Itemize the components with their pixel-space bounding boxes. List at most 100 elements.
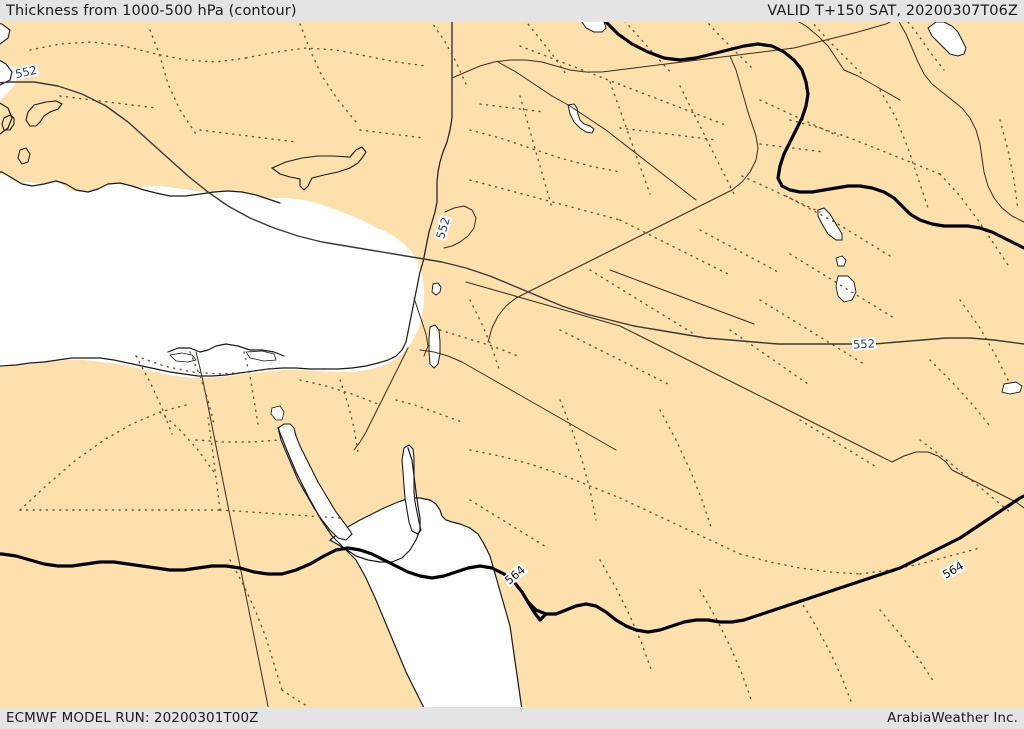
aegean-coast — [0, 59, 13, 135]
border-syria-iraq — [487, 55, 759, 343]
contour-552-path — [0, 81, 1024, 345]
admin-egypt-10 — [229, 559, 283, 691]
admin-iraq-5 — [799, 419, 879, 469]
admin-saudi-3 — [659, 409, 713, 531]
crete-island — [25, 100, 63, 127]
admin-iran-2 — [879, 89, 929, 209]
lake-assad — [567, 103, 595, 134]
lake-van — [927, 21, 967, 57]
cyprus-island — [270, 146, 367, 191]
footer-bar: ECMWF MODEL RUN: 20200301T00Z ArabiaWeat… — [0, 707, 1024, 729]
admin-iraq-1 — [619, 219, 733, 277]
admin-egypt-9 — [219, 509, 341, 519]
admin-turkey-6 — [519, 13, 567, 75]
admin-saudi-12 — [919, 439, 1011, 513]
admin-niraq-4 — [741, 175, 821, 213]
admin-turkey-10 — [899, 11, 945, 71]
anatolia-south-coast — [0, 171, 281, 204]
gulf-island-bahrain — [835, 255, 847, 267]
header-bar: Thickness from 1000-500 hPa (contour) VA… — [0, 0, 1024, 22]
admin-syria-1 — [469, 129, 621, 173]
nile-delta-coast — [167, 343, 285, 357]
national-borders — [195, 0, 1024, 727]
euphrates-river — [497, 61, 697, 201]
admin-saudi-8 — [699, 589, 753, 703]
admin-turkey-7 — [619, 15, 673, 75]
nile-delta-lake-a — [169, 352, 197, 363]
lake-urmia — [817, 207, 843, 241]
contour-thick-group — [0, 0, 1024, 634]
admin-saudi-5 — [739, 553, 861, 575]
contour-label-552-east: 552 — [851, 336, 877, 352]
gulf-of-suez — [277, 423, 353, 541]
admin-egypt-2 — [189, 351, 215, 425]
admin-niraq-1 — [519, 45, 625, 87]
black-sea — [0, 23, 11, 45]
border-jordan-saudi — [419, 349, 617, 451]
admin-saudi-2 — [559, 399, 597, 521]
admin-egypt-4 — [135, 355, 277, 375]
admin-saudi-6 — [859, 547, 981, 575]
admin-turkey-9 — [809, 19, 863, 75]
admin-egypt-1 — [135, 355, 173, 435]
nile-river — [195, 351, 273, 727]
bitter-lake — [270, 405, 285, 421]
admin-sinai-1 — [299, 379, 379, 405]
admin-anatolia-extra-4 — [479, 103, 545, 113]
admin-saudi-4 — [619, 497, 741, 555]
border-saudi-iraq — [619, 325, 893, 463]
admin-anatolia-extra-5 — [619, 127, 717, 141]
admin-anatolia-extra-3 — [359, 129, 425, 139]
border-egypt-israel — [353, 347, 409, 451]
aegean-island-small — [17, 147, 31, 165]
contour-552 — [0, 81, 1024, 345]
valid-time-label: VALID T+150 SAT, 20200307T06Z — [767, 3, 1018, 19]
contour-thick-south — [0, 494, 1024, 634]
admin-syria-5 — [679, 85, 737, 199]
admin-syria-6 — [699, 229, 779, 273]
admin-syria-4 — [609, 81, 651, 195]
border-israel-jordan — [413, 297, 429, 357]
admin-anatolia-extra-2 — [199, 129, 297, 143]
model-run-label: ECMWF MODEL RUN: 20200301T00Z — [6, 710, 259, 726]
admin-egypt-7 — [207, 417, 221, 511]
admin-sinai-2 — [339, 379, 359, 453]
nile-delta-lake-b — [245, 350, 277, 362]
border-turkey-syria — [451, 47, 795, 79]
gulf-coast-feature — [1001, 381, 1023, 395]
admin-iran-1 — [789, 119, 941, 175]
admin-syria-2 — [469, 179, 621, 221]
sea-of-galilee — [431, 282, 442, 296]
admin-sinai-3 — [395, 399, 463, 423]
admin-egypt-12 — [159, 411, 215, 473]
border-lebanon — [443, 205, 477, 249]
dead-sea — [428, 324, 441, 369]
contour-thick-zigzag — [526, 600, 548, 622]
border-saudi-gulf — [951, 469, 1024, 509]
sinai-coast — [277, 427, 421, 563]
admin-niraq-3 — [759, 99, 839, 137]
border-iran-iraq — [897, 19, 1024, 223]
admin-niraq-2 — [623, 85, 729, 127]
levant-coast — [323, 9, 453, 370]
admin-saudi-7 — [599, 559, 653, 673]
admin-iran-5 — [789, 253, 895, 319]
admin-iran-6 — [759, 299, 865, 365]
admin-iran-8 — [999, 119, 1019, 211]
admin-jordan-2 — [469, 299, 501, 373]
coastlines — [0, 9, 453, 563]
admin-iraq-3 — [559, 329, 673, 387]
admin-anatolia-extra-6 — [759, 143, 825, 153]
admin-saudi-13 — [929, 359, 991, 427]
border-kuwait — [891, 451, 953, 471]
admin-egypt-8 — [195, 439, 281, 443]
border-north-b — [843, 69, 901, 101]
admin-saudi-11 — [469, 499, 549, 549]
provider-label: ArabiaWeather Inc. — [887, 710, 1018, 726]
admin-saudi-10 — [879, 609, 935, 683]
admin-jordan-1 — [439, 329, 519, 357]
contour-thick-north — [590, 0, 1024, 250]
admin-iraq-2 — [589, 269, 695, 335]
